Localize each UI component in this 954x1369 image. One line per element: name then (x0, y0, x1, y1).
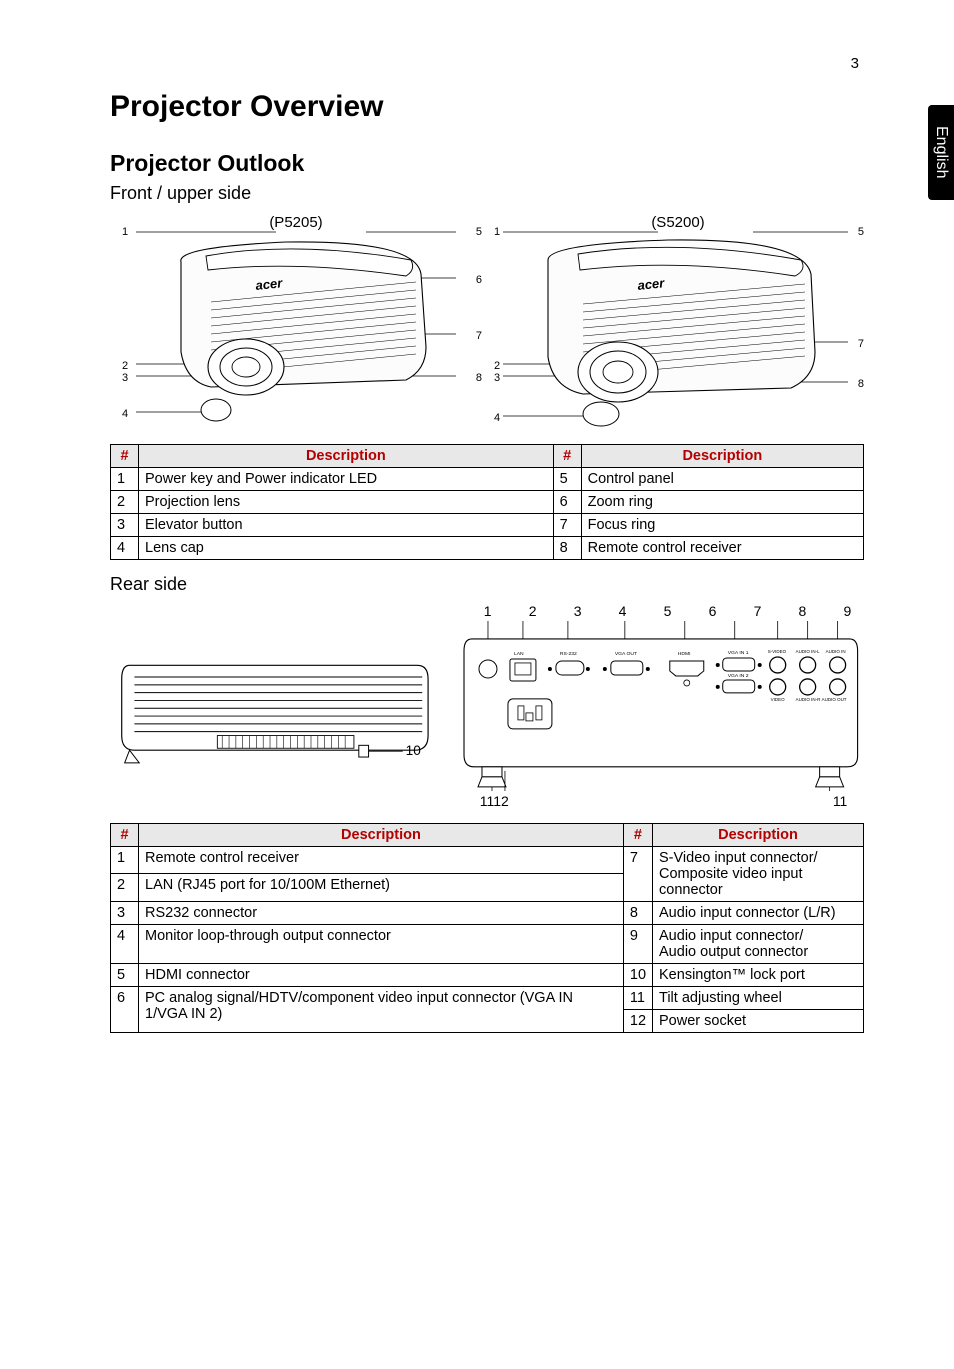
callout-b8: 8 (858, 378, 864, 390)
svg-text:AUDIO IN-R: AUDIO IN-R (795, 697, 820, 702)
th-desc: Description (139, 445, 554, 468)
projector-illustration-b: acer (492, 212, 864, 432)
rear-top-callouts: 1 2 3 4 5 6 7 8 9 (460, 603, 860, 621)
callout-6: 6 (476, 274, 482, 286)
figure-s5200: (S5200) 1 2 3 4 5 7 8 (492, 212, 864, 432)
rear-left-figure: 10 (110, 638, 442, 775)
svg-text:VGA IN 1: VGA IN 1 (727, 650, 748, 656)
callout-b7: 7 (858, 338, 864, 350)
rear-parts-table: # Description # Description 1 Remote con… (110, 823, 864, 1033)
rear-bottom-callouts: 1112 11 (460, 791, 860, 809)
callout-b3: 3 (494, 372, 500, 384)
page-number: 3 (851, 55, 859, 72)
model-label-a: (P5205) (269, 214, 322, 231)
callout-b5: 5 (858, 226, 864, 238)
callout-3: 3 (122, 372, 128, 384)
rth-desc2: Description (653, 823, 864, 846)
th-hash: # (111, 445, 139, 468)
callout-8: 8 (476, 372, 482, 384)
callout-1: 1 (122, 226, 128, 238)
table-row: 4 Lens cap 8 Remote control receiver (111, 537, 864, 560)
callout-b4: 4 (494, 412, 500, 424)
page-title: Projector Overview (110, 90, 864, 124)
rear-right-figure: 1 2 3 4 5 6 7 8 9 LAN (460, 603, 860, 809)
svg-text:AUDIO OUT: AUDIO OUT (821, 697, 846, 702)
rear-left-illustration: 10 (110, 638, 442, 775)
projector-illustration-a: acer (110, 212, 482, 432)
svg-text:S-VIDEO: S-VIDEO (767, 649, 786, 654)
model-label-b: (S5200) (651, 214, 704, 231)
svg-text:10: 10 (406, 743, 422, 758)
table-row: 3 Elevator button 7 Focus ring (111, 514, 864, 537)
svg-text:VGA IN 2: VGA IN 2 (727, 673, 748, 679)
front-figures: (P5205) 1 2 3 4 5 6 7 8 (110, 212, 864, 432)
svg-text:VGA OUT: VGA OUT (615, 651, 637, 657)
callout-b2: 2 (494, 360, 500, 372)
merged-cell: S-Video input connector/ Composite video… (653, 846, 864, 901)
table-row: 6 PC analog signal/HDTV/component video … (111, 986, 864, 1009)
merged-cell-left: PC analog signal/HDTV/component video in… (139, 986, 624, 1032)
outlook-heading: Projector Outlook (110, 150, 864, 177)
language-tab: English (928, 105, 954, 200)
front-parts-table: # Description # Description 1 Power key … (110, 444, 864, 560)
rth-desc: Description (139, 823, 624, 846)
svg-text:AUDIO IN-L: AUDIO IN-L (795, 649, 819, 654)
svg-text:acer: acer (637, 275, 666, 293)
callout-7: 7 (476, 330, 482, 342)
rear-panel-illustration: LAN RS-232 VGA OUT HDMI VGA IN 1 VGA IN … (460, 621, 860, 791)
rear-figures: 10 1 2 3 4 5 6 7 8 9 (110, 603, 864, 809)
callout-2: 2 (122, 360, 128, 372)
svg-text:HDMI: HDMI (678, 651, 691, 657)
svg-text:acer: acer (255, 275, 284, 293)
rth-hash: # (111, 823, 139, 846)
table-row: 2 Projection lens 6 Zoom ring (111, 491, 864, 514)
table-row: 4 Monitor loop-through output connector … (111, 924, 864, 963)
callout-b1: 1 (494, 226, 500, 238)
callout-5: 5 (476, 226, 482, 238)
table-row: 1 Power key and Power indicator LED 5 Co… (111, 468, 864, 491)
th-desc2: Description (581, 445, 863, 468)
rth-hash2: # (623, 823, 652, 846)
svg-text:LAN: LAN (514, 651, 524, 657)
th-hash2: # (553, 445, 581, 468)
svg-text:AUDIO IN: AUDIO IN (825, 649, 845, 654)
table-row: 1 Remote control receiver 7 S-Video inpu… (111, 846, 864, 874)
table-row: 5 HDMI connector 10 Kensington™ lock por… (111, 963, 864, 986)
figure-p5205: (P5205) 1 2 3 4 5 6 7 8 (110, 212, 482, 432)
front-subhead: Front / upper side (110, 183, 864, 204)
table-row: 3 RS232 connector 8 Audio input connecto… (111, 901, 864, 924)
rear-subhead: Rear side (110, 574, 864, 595)
callout-4: 4 (122, 408, 128, 420)
svg-text:RS-232: RS-232 (560, 651, 577, 657)
svg-text:VIDEO: VIDEO (770, 697, 784, 702)
